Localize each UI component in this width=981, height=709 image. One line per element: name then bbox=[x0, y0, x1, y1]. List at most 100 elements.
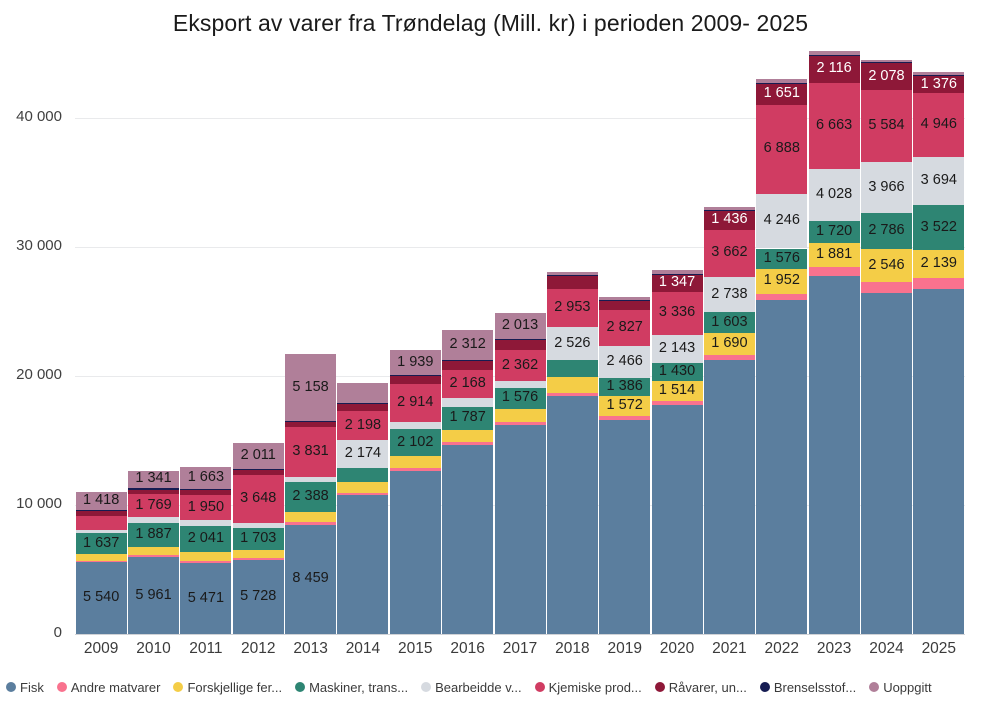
bar-segment[interactable] bbox=[546, 276, 598, 290]
bar-segment[interactable] bbox=[913, 74, 965, 76]
bar-segment[interactable] bbox=[860, 249, 912, 283]
bar-segment[interactable] bbox=[232, 470, 284, 476]
bar-segment[interactable] bbox=[546, 359, 598, 377]
bar-segment[interactable] bbox=[651, 291, 703, 335]
bar-segment[interactable] bbox=[128, 557, 180, 634]
bar-column[interactable]: 1 952 1 576 4 246 6 888 1 651 bbox=[756, 53, 808, 634]
bar-segment[interactable] bbox=[599, 300, 651, 301]
bar-segment[interactable] bbox=[546, 392, 598, 397]
bar-segment[interactable] bbox=[756, 193, 808, 249]
bar-segment[interactable] bbox=[75, 510, 127, 517]
bar-column[interactable]: 1 690 1 603 2 738 3 662 1 436 bbox=[703, 53, 755, 634]
legend-item[interactable]: Uoppgitt bbox=[869, 681, 932, 694]
bar-segment[interactable] bbox=[808, 54, 860, 56]
bar-segment[interactable] bbox=[285, 512, 337, 523]
bar-segment[interactable] bbox=[232, 560, 284, 634]
bar-column[interactable]: 2 546 2 786 3 966 5 584 2 078 bbox=[860, 53, 912, 634]
bar-segment[interactable] bbox=[546, 275, 598, 277]
bar-segment[interactable] bbox=[756, 83, 808, 105]
bar-column[interactable]: 2 102 2 914 1 939 bbox=[389, 53, 441, 634]
bar-segment[interactable] bbox=[180, 561, 232, 564]
bar-segment[interactable] bbox=[232, 443, 284, 469]
bar-segment[interactable] bbox=[180, 467, 232, 489]
bar-segment[interactable] bbox=[128, 547, 180, 556]
bar-segment[interactable] bbox=[180, 525, 232, 553]
bar-segment[interactable] bbox=[337, 402, 389, 404]
bar-segment[interactable] bbox=[180, 490, 232, 496]
bar-segment[interactable] bbox=[494, 339, 546, 341]
bar-segment[interactable] bbox=[703, 354, 755, 361]
bar-column[interactable]: 2 174 2 198 bbox=[337, 53, 389, 634]
bar-segment[interactable] bbox=[128, 488, 180, 490]
bar-segment[interactable] bbox=[599, 309, 651, 347]
bar-segment[interactable] bbox=[546, 396, 598, 634]
bar-segment[interactable] bbox=[703, 229, 755, 277]
bar-segment[interactable] bbox=[337, 383, 389, 403]
bar-segment[interactable] bbox=[285, 522, 337, 525]
bar-segment[interactable] bbox=[808, 275, 860, 634]
bar-segment[interactable] bbox=[703, 312, 755, 334]
bar-segment[interactable] bbox=[651, 400, 703, 405]
bar-segment[interactable] bbox=[494, 350, 546, 381]
bar-segment[interactable] bbox=[808, 82, 860, 169]
bar-segment[interactable] bbox=[285, 481, 337, 513]
bar-segment[interactable] bbox=[913, 72, 965, 75]
bar-segment[interactable] bbox=[808, 55, 860, 83]
bar-column[interactable]: 1 787 2 168 2 312 bbox=[442, 53, 494, 634]
bar-segment[interactable] bbox=[285, 524, 337, 634]
bar-segment[interactable] bbox=[756, 299, 808, 634]
bar-segment[interactable] bbox=[180, 563, 232, 634]
bar-segment[interactable] bbox=[75, 562, 127, 634]
bar-segment[interactable] bbox=[232, 475, 284, 523]
legend-item[interactable]: Brenselsstof... bbox=[759, 681, 856, 694]
bar-segment[interactable] bbox=[337, 482, 389, 493]
bar-segment[interactable] bbox=[128, 522, 180, 548]
bar-segment[interactable] bbox=[756, 294, 808, 300]
bar-segment[interactable] bbox=[703, 333, 755, 355]
bar-segment[interactable] bbox=[389, 350, 441, 376]
bar-segment[interactable] bbox=[756, 104, 808, 194]
bar-segment[interactable] bbox=[860, 162, 912, 214]
bar-column[interactable]: 1 572 1 386 2 466 2 827 bbox=[599, 53, 651, 634]
bar-column[interactable]: 2 526 2 953 bbox=[546, 53, 598, 634]
bar-column[interactable]: 1 514 1 430 2 143 3 336 1 347 bbox=[651, 53, 703, 634]
bar-segment[interactable] bbox=[599, 300, 651, 310]
bar-column[interactable]: 5 540 1 637 1 418 bbox=[75, 53, 127, 634]
bar-segment[interactable] bbox=[75, 554, 127, 561]
bar-segment[interactable] bbox=[546, 327, 598, 360]
bar-segment[interactable] bbox=[599, 378, 651, 397]
bar-segment[interactable] bbox=[808, 51, 860, 55]
legend-item[interactable]: Andre matvarer bbox=[56, 681, 160, 694]
bar-segment[interactable] bbox=[703, 360, 755, 634]
bar-segment[interactable] bbox=[651, 404, 703, 634]
bar-column[interactable]: 5 471 2 041 1 950 1 663 bbox=[180, 53, 232, 634]
bar-segment[interactable] bbox=[599, 296, 651, 301]
bar-segment[interactable] bbox=[75, 509, 127, 511]
bar-column[interactable]: 1 881 1 720 4 028 6 663 2 116 bbox=[808, 51, 860, 634]
bar-segment[interactable] bbox=[599, 396, 651, 417]
bar-segment[interactable] bbox=[232, 522, 284, 528]
bar-segment[interactable] bbox=[860, 63, 912, 91]
bar-segment[interactable] bbox=[180, 520, 232, 526]
bar-segment[interactable] bbox=[285, 421, 337, 428]
bar-segment[interactable] bbox=[75, 529, 127, 534]
bar-segment[interactable] bbox=[389, 421, 441, 430]
bar-segment[interactable] bbox=[389, 384, 441, 422]
bar-segment[interactable] bbox=[442, 360, 494, 362]
bar-segment[interactable] bbox=[494, 313, 546, 340]
bar-segment[interactable] bbox=[389, 456, 441, 468]
bar-segment[interactable] bbox=[860, 213, 912, 250]
bar-segment[interactable] bbox=[232, 469, 284, 471]
bar-segment[interactable] bbox=[913, 157, 965, 205]
bar-segment[interactable] bbox=[442, 429, 494, 443]
bar-segment[interactable] bbox=[442, 330, 494, 361]
bar-segment[interactable] bbox=[913, 204, 965, 251]
bar-segment[interactable] bbox=[703, 276, 755, 313]
bar-segment[interactable] bbox=[494, 422, 546, 426]
bar-segment[interactable] bbox=[75, 516, 127, 530]
bar-segment[interactable] bbox=[75, 491, 127, 510]
bar-segment[interactable] bbox=[128, 555, 180, 558]
bar-segment[interactable] bbox=[337, 439, 389, 468]
bar-segment[interactable] bbox=[180, 495, 232, 521]
bar-segment[interactable] bbox=[285, 354, 337, 421]
